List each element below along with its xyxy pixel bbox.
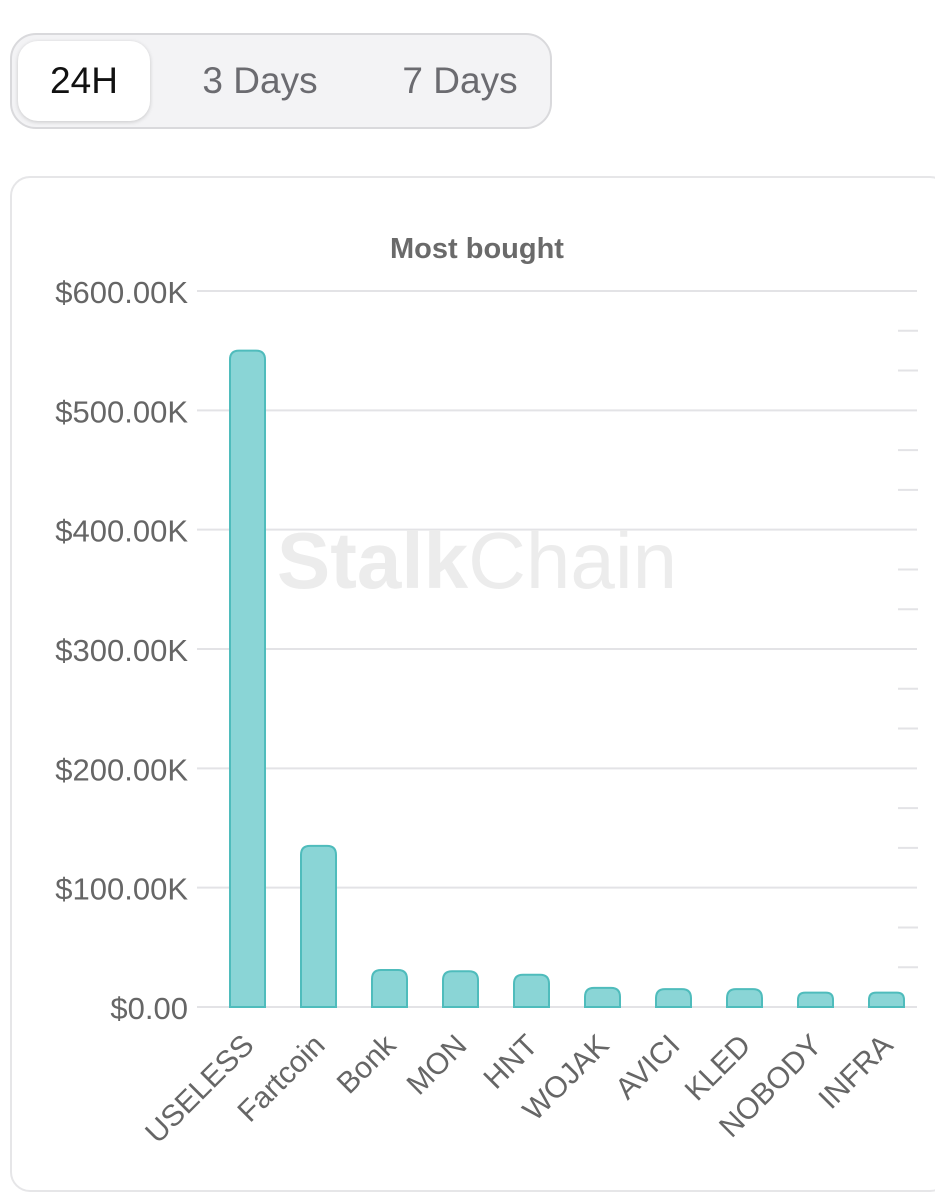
bar-kled[interactable] — [726, 988, 763, 1008]
tab-24h[interactable]: 24H — [18, 41, 150, 121]
bar-infra[interactable] — [868, 991, 905, 1008]
y-tick-label: $100.00K — [55, 872, 188, 907]
y-tick-label: $0.00 — [110, 991, 188, 1026]
x-tick-label: USELESS — [139, 1029, 260, 1150]
time-range-tabs: 24H 3 Days 7 Days — [10, 33, 552, 129]
y-tick-label: $300.00K — [55, 633, 188, 668]
watermark-bold: Stalk — [277, 516, 469, 605]
watermark-light: Chain — [468, 516, 677, 605]
tab-7-days[interactable]: 7 Days — [402, 60, 518, 101]
x-tick-label: AVICI — [609, 1029, 686, 1106]
bar-avici[interactable] — [655, 988, 692, 1008]
bar-fartcoin[interactable] — [300, 844, 337, 1008]
most-bought-bar-chart: StalkChain Most bought $0.00 $100.00K $200… — [55, 233, 918, 1150]
bars — [229, 349, 905, 1008]
right-edge-ticks — [898, 329, 918, 969]
y-tick-label: $400.00K — [55, 514, 188, 549]
x-tick-label: MON — [401, 1029, 474, 1102]
y-axis-labels: $0.00 $100.00K $200.00K $300.00K $400.00K $50… — [55, 275, 188, 1026]
bar-mon[interactable] — [442, 970, 479, 1008]
y-tick-label: $500.00K — [55, 394, 188, 429]
y-tick-label: $200.00K — [55, 752, 188, 787]
x-tick-label: INFRA — [812, 1029, 899, 1116]
bar-wojak[interactable] — [584, 986, 621, 1008]
bar-bonk[interactable] — [371, 969, 408, 1008]
bar-hnt[interactable] — [513, 973, 550, 1008]
chart-title: Most bought — [390, 233, 564, 265]
bar-nobody[interactable] — [797, 991, 834, 1008]
chart-card: StalkChain Most bought $0.00 $100.00K $200… — [10, 176, 935, 1192]
y-tick-label: $600.00K — [55, 275, 188, 310]
tab-3-days[interactable]: 3 Days — [202, 60, 318, 101]
x-tick-label: Bonk — [331, 1028, 403, 1100]
bar-useless[interactable] — [229, 349, 266, 1008]
watermark: StalkChain — [277, 516, 677, 605]
